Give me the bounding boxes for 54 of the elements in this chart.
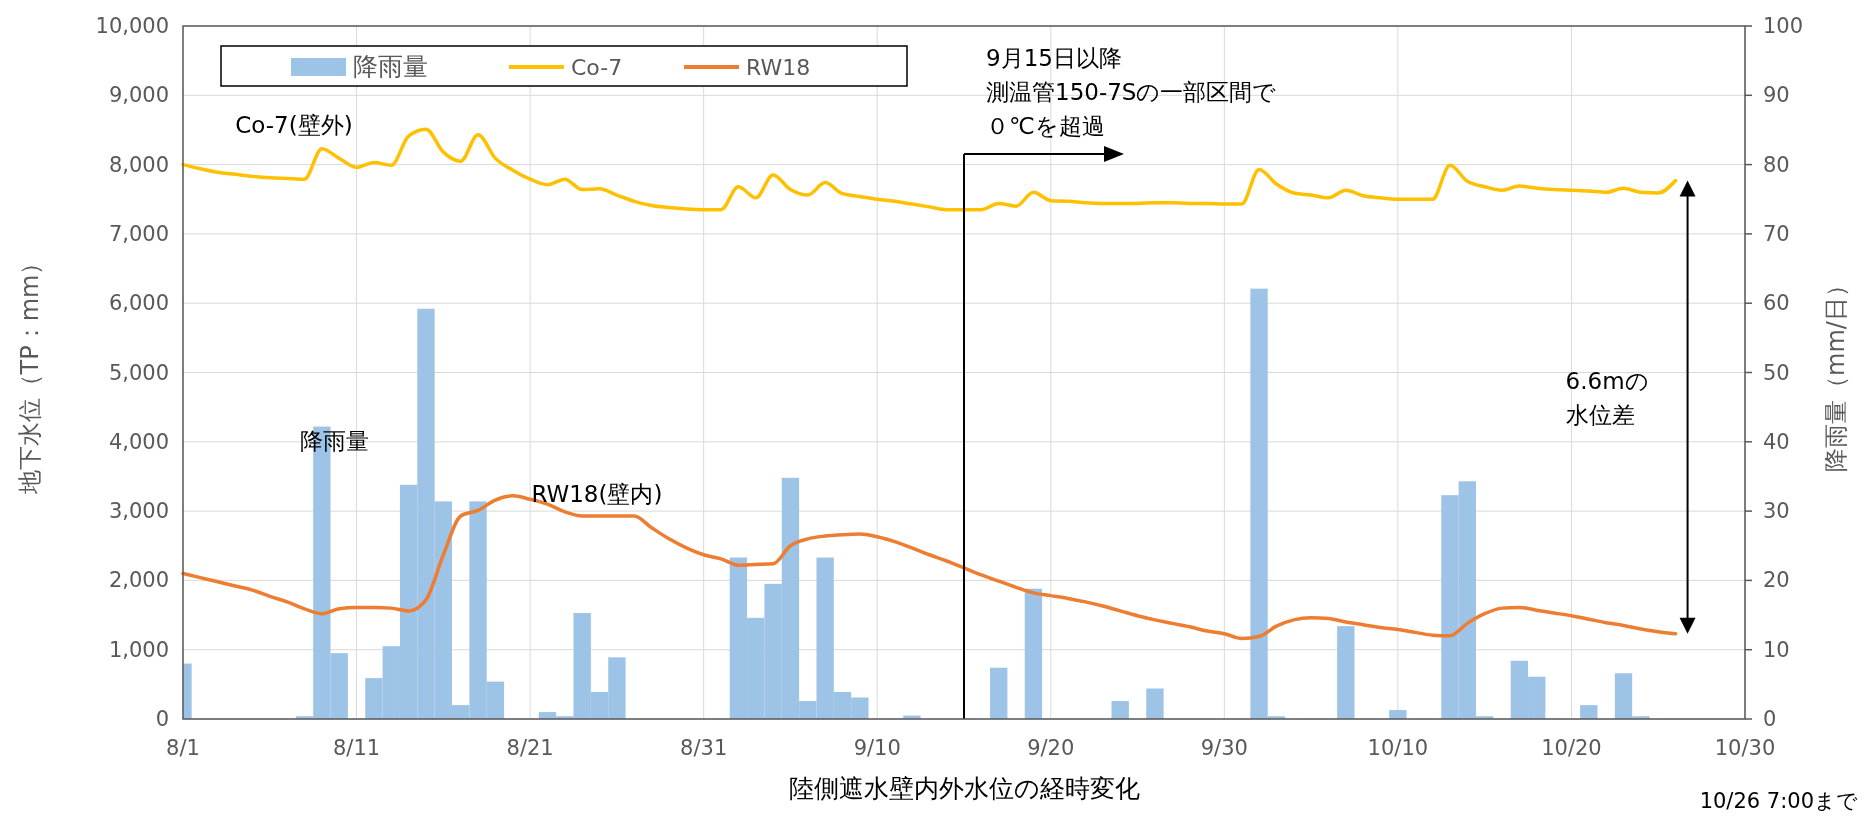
annotation: 6.6mの — [1565, 368, 1649, 395]
y-tick-label: 7,000 — [108, 221, 169, 246]
x-tick-label: 8/21 — [506, 736, 554, 760]
annotation: 測温管150-7Sの一部区間で — [986, 79, 1277, 105]
x-tick-label: 8/11 — [332, 736, 381, 760]
annotation: 9月15日以降 — [986, 45, 1122, 71]
legend-label: RW18 — [746, 55, 811, 80]
x-tick-label: 8/31 — [680, 736, 728, 760]
y2-axis-title: 降雨量（mm/日） — [1822, 273, 1850, 472]
x-tick-label: 10/20 — [1541, 736, 1602, 760]
y-tick-label: 3,000 — [108, 499, 169, 524]
x-tick-label: 10/10 — [1367, 736, 1429, 760]
annotation: ０℃を超過 — [986, 113, 1105, 139]
bar — [1389, 709, 1407, 719]
y-tick-label: 6,000 — [108, 291, 169, 316]
y2-tick-label: 30 — [1763, 499, 1790, 524]
y-tick-label: 0 — [155, 707, 169, 731]
bar — [1337, 626, 1355, 719]
y-tick-label: 8,000 — [108, 152, 169, 177]
y2-tick-label: 80 — [1763, 152, 1790, 177]
annotation: RW18(壁内) — [531, 480, 663, 507]
annotation: 水位差 — [1565, 402, 1635, 429]
y2-tick-label: 0 — [1763, 707, 1777, 731]
y2-tick-label: 10 — [1763, 637, 1790, 662]
y-tick-label: 5,000 — [108, 360, 169, 385]
y2-tick-label: 20 — [1763, 568, 1790, 593]
y-tick-label: 9,000 — [108, 83, 169, 108]
x-tick-label: 10/30 — [1714, 736, 1776, 760]
bar — [990, 667, 1008, 719]
bar — [1111, 700, 1129, 719]
x-tick-label: 9/20 — [1027, 736, 1075, 760]
bar — [1580, 705, 1598, 719]
x-axis-title: 陸側遮水壁内外水位の経時変化 — [788, 774, 1140, 803]
y2-tick-label: 60 — [1763, 291, 1790, 316]
x-tick-label: 9/10 — [853, 736, 901, 760]
annotation: Co-7(壁外) — [235, 112, 353, 139]
y-tick-label: 1,000 — [108, 637, 169, 662]
y-tick-label: 2,000 — [108, 568, 169, 593]
y2-tick-label: 40 — [1763, 429, 1790, 454]
text: 10/26 7:00まで — [1699, 789, 1858, 813]
y-tick-label: 4,000 — [108, 429, 169, 454]
y-tick-label: 10,000 — [95, 14, 169, 38]
y2-tick-label: 100 — [1763, 14, 1804, 38]
annotation: 降雨量 — [300, 428, 370, 455]
bar — [1146, 688, 1164, 719]
x-tick-label: 8/1 — [166, 736, 200, 760]
y2-tick-label: 90 — [1763, 83, 1790, 108]
legend-label: Co-7 — [571, 55, 623, 80]
legend-label: 降雨量 — [353, 52, 428, 81]
y2-tick-label: 50 — [1763, 360, 1790, 385]
y2-tick-label: 70 — [1763, 221, 1790, 246]
y-axis-title: 地下水位（TP：mm） — [16, 250, 44, 496]
bar — [1024, 588, 1043, 719]
x-tick-label: 9/30 — [1200, 736, 1248, 760]
